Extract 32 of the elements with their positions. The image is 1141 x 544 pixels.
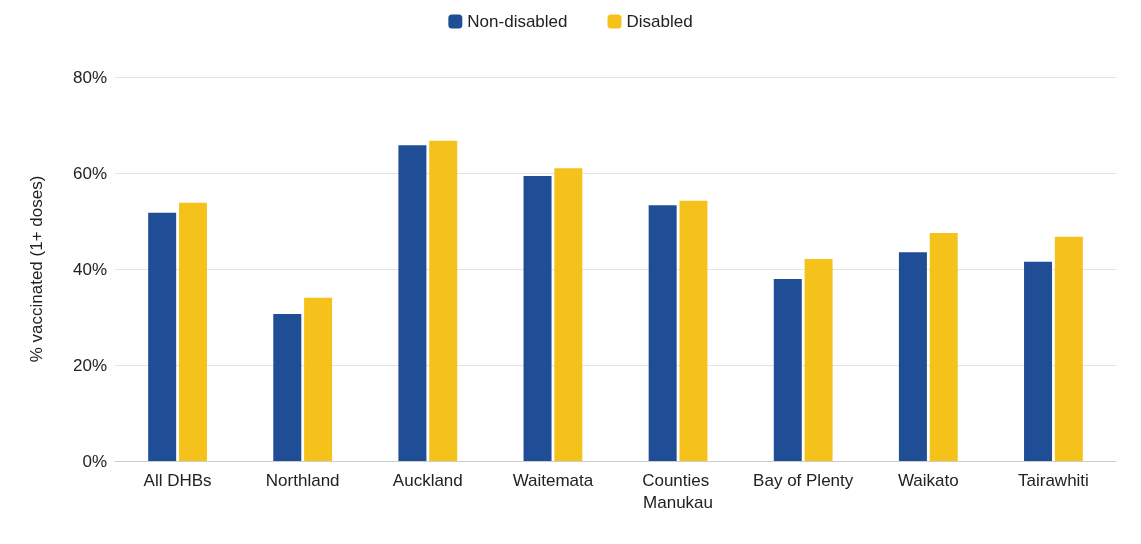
legend-label: Non-disabled bbox=[467, 12, 568, 31]
y-tick-label: 0% bbox=[82, 451, 107, 471]
bar bbox=[554, 168, 583, 461]
legend-label: Disabled bbox=[626, 12, 693, 31]
x-tick-label: Auckland bbox=[392, 470, 463, 490]
bar bbox=[773, 279, 802, 461]
bar bbox=[929, 233, 958, 461]
bar bbox=[679, 200, 708, 461]
x-tick-label: All DHBs bbox=[143, 470, 212, 490]
x-tick-label: Counties Manukau bbox=[642, 470, 714, 512]
bar bbox=[648, 205, 677, 461]
y-tick-label: 20% bbox=[72, 355, 107, 375]
x-tick-label: Bay of Plenty bbox=[753, 470, 854, 490]
y-axis-title: % vaccinated (1+ doses) bbox=[27, 175, 46, 363]
bar bbox=[429, 140, 458, 461]
bar bbox=[1024, 261, 1053, 461]
y-tick-label: 80% bbox=[72, 67, 107, 87]
bar bbox=[398, 145, 427, 461]
x-tick-label: Northland bbox=[265, 470, 340, 490]
x-tick-label: Waikato bbox=[897, 470, 959, 490]
x-tick-label: Waitemata bbox=[512, 470, 594, 490]
bar bbox=[804, 258, 833, 461]
y-tick-label: 40% bbox=[72, 259, 107, 279]
bar bbox=[898, 252, 927, 461]
x-tick-label: Tairawhiti bbox=[1018, 470, 1089, 490]
bar bbox=[304, 297, 333, 461]
bar bbox=[273, 314, 302, 461]
bar bbox=[1054, 236, 1083, 461]
bar bbox=[523, 175, 552, 461]
bar bbox=[148, 212, 177, 461]
y-tick-label: 60% bbox=[72, 163, 107, 183]
bar bbox=[178, 202, 207, 461]
